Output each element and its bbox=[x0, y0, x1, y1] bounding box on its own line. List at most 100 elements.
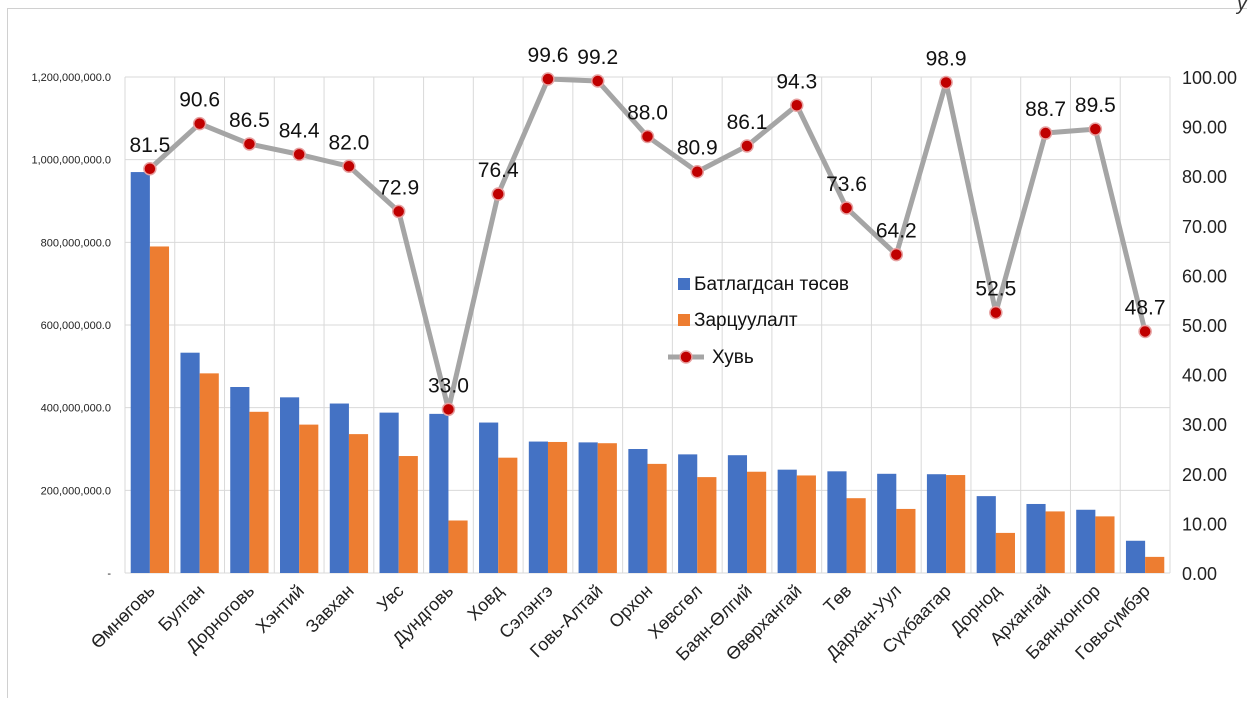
percent-data-label: 48.7 bbox=[1125, 296, 1166, 319]
gridlines bbox=[124, 76, 1171, 574]
percent-marker bbox=[1038, 126, 1053, 140]
percent-data-label: 88.7 bbox=[1025, 98, 1066, 121]
percent-marker bbox=[690, 164, 705, 179]
percent-data-label: 72.9 bbox=[378, 176, 419, 199]
percent-data-label: 89.5 bbox=[1075, 94, 1116, 117]
bar-spent bbox=[846, 498, 866, 573]
category-label: Ховд bbox=[463, 580, 507, 624]
right-tick-label: 20.00 bbox=[1182, 465, 1227, 485]
percent-data-label: 52.5 bbox=[975, 278, 1016, 301]
percent-marker bbox=[292, 147, 306, 162]
bar-budget bbox=[280, 397, 300, 573]
percent-data-label: 99.2 bbox=[577, 46, 618, 69]
right-tick-label: 60.00 bbox=[1182, 266, 1227, 286]
bar-spent bbox=[199, 373, 219, 573]
bar-budget bbox=[429, 413, 449, 573]
right-tick-label: 70.00 bbox=[1182, 217, 1227, 237]
left-tick-label: 400,000,000.0 bbox=[41, 403, 111, 415]
right-tick-label: 100.00 bbox=[1182, 68, 1237, 88]
bar-budget bbox=[926, 474, 947, 573]
bar-budget bbox=[727, 455, 748, 573]
percent-data-label: 64.2 bbox=[876, 220, 917, 243]
bar-spent bbox=[1045, 511, 1065, 573]
percent-marker bbox=[590, 74, 605, 88]
percent-marker bbox=[740, 139, 754, 153]
right-tick-label: 50.00 bbox=[1182, 316, 1227, 336]
legend-swatch-spent bbox=[678, 314, 690, 326]
percent-marker bbox=[1138, 324, 1152, 339]
percent-data-label: 33.0 bbox=[428, 374, 469, 397]
percent-data-label: 84.4 bbox=[279, 119, 320, 142]
percent-data-label: 90.6 bbox=[179, 89, 220, 112]
bar-spent bbox=[995, 532, 1015, 573]
category-label: Төв bbox=[820, 581, 856, 617]
right-tick-label: 90.00 bbox=[1182, 118, 1227, 138]
bar-budget bbox=[130, 172, 150, 574]
bar-budget bbox=[827, 471, 847, 573]
bar-spent bbox=[647, 463, 667, 573]
percent-marker bbox=[441, 402, 456, 417]
bar-spent bbox=[896, 508, 916, 573]
percent-marker bbox=[143, 162, 157, 176]
bar-budget bbox=[528, 441, 548, 573]
legend-label-budget: Батлагдсан төсөв bbox=[694, 274, 849, 295]
bar-budget bbox=[1076, 509, 1096, 573]
bar-budget bbox=[1125, 540, 1146, 573]
bar-spent bbox=[448, 520, 468, 573]
percent-marker bbox=[989, 305, 1003, 320]
percent-marker bbox=[491, 187, 505, 201]
percent-marker bbox=[839, 201, 854, 215]
percent-data-label: 99.6 bbox=[528, 44, 569, 67]
category-label: Увс bbox=[373, 581, 408, 616]
bar-spent bbox=[747, 471, 767, 573]
percent-marker bbox=[640, 129, 655, 144]
bar-budget bbox=[479, 422, 499, 573]
percent-marker bbox=[1088, 122, 1103, 136]
percent-data-label: 82.0 bbox=[328, 131, 369, 154]
bar-spent bbox=[796, 475, 816, 573]
bar-spent bbox=[149, 246, 170, 573]
left-tick-label: 600,000,000.0 bbox=[41, 320, 111, 332]
bar-budget bbox=[628, 449, 648, 573]
top-right-note-fragment: у bbox=[1237, 0, 1247, 15]
percent-data-label: 86.5 bbox=[229, 109, 270, 132]
right-tick-label: 30.00 bbox=[1182, 415, 1227, 435]
category-label: Хэнтий bbox=[252, 581, 308, 637]
legend-label-spent: Зарцуулалт bbox=[694, 310, 798, 331]
bar-spent bbox=[597, 443, 617, 573]
left-tick-label: - bbox=[107, 568, 111, 580]
percent-marker bbox=[391, 204, 406, 219]
left-tick-label: 800,000,000.0 bbox=[41, 237, 111, 249]
bar-budget bbox=[1026, 503, 1046, 573]
percent-data-label: 86.1 bbox=[727, 111, 768, 134]
percent-data-label: 76.4 bbox=[478, 159, 519, 182]
right-tick-label: 0.00 bbox=[1182, 564, 1217, 584]
percent-data-label: 98.9 bbox=[926, 47, 967, 70]
percent-marker bbox=[242, 137, 257, 151]
bar-spent bbox=[299, 424, 319, 573]
bar-budget bbox=[180, 352, 200, 573]
percent-marker bbox=[342, 159, 356, 174]
percent-data-label: 88.0 bbox=[627, 102, 668, 125]
bar-spent bbox=[249, 411, 269, 573]
percent-marker bbox=[939, 75, 953, 90]
chart-frame: у bbox=[7, 0, 1247, 698]
bar-spent bbox=[498, 457, 518, 573]
legend-label-percent: Хувь bbox=[712, 347, 754, 368]
bar-spent bbox=[1095, 516, 1115, 573]
left-tick-label: 200,000,000.0 bbox=[41, 485, 111, 497]
bar-budget bbox=[329, 403, 349, 573]
left-axis-ticks: - 200,000,000.0 400,000,000.0 600,000,000.0… bbox=[31, 72, 111, 580]
category-label: Завхан bbox=[302, 581, 358, 637]
percent-marker bbox=[790, 98, 804, 113]
bar-spent bbox=[946, 475, 966, 573]
percent-marker bbox=[889, 247, 904, 262]
bar-budget bbox=[976, 496, 996, 573]
left-tick-label: 1,200,000,000.0 bbox=[31, 72, 111, 84]
bar-budget bbox=[230, 387, 250, 573]
bar-spent bbox=[1145, 556, 1165, 573]
legend: Батлагдсан төсөв Зарцуулалт Хувь bbox=[668, 274, 849, 368]
bar-series bbox=[130, 172, 1165, 574]
percent-line-series: 81.5 90.6 86.5 84.4 82.0 72.9 33.0 76.4 99.6 99.2… bbox=[129, 44, 1166, 417]
legend-marker-percent bbox=[679, 350, 693, 364]
